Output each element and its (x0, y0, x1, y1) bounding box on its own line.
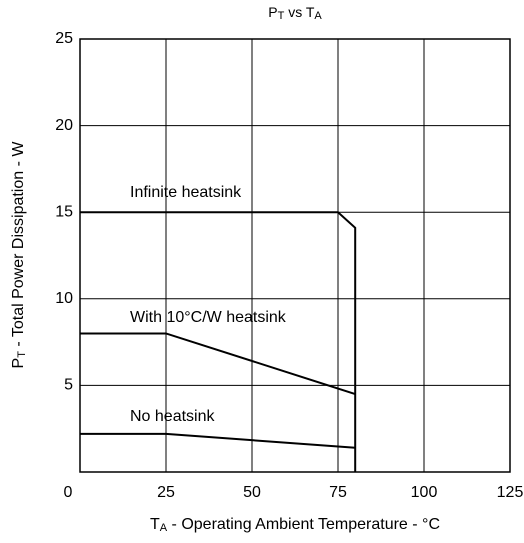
x-tick-label: 100 (411, 484, 438, 501)
plot-frame (79, 38, 511, 473)
x-tick-label: 125 (497, 484, 524, 501)
x-tick-label: 25 (157, 484, 175, 501)
y-tick-label: 15 (55, 203, 73, 220)
y-axis-label: PT - Total Power Dissipation - W (10, 141, 28, 369)
x-axis-label: TA - Operating Ambient Temperature - °C (150, 516, 440, 534)
chart-title: PT vs TA (268, 4, 322, 22)
series-label: No heatsink (130, 408, 215, 425)
chart-title-part: T (278, 10, 285, 22)
x-tick-label: 75 (329, 484, 347, 501)
series-label: Infinite heatsink (130, 184, 242, 201)
y-tick-label: 10 (55, 290, 73, 307)
series-label: With 10°C/W heatsink (130, 309, 287, 326)
y-axis-label-part: T (16, 351, 28, 358)
chart-title-part: P (268, 4, 277, 20)
series-line (80, 211, 357, 472)
x-axis-label-part: T (150, 516, 160, 533)
y-axis-label-part: - Total Power Dissipation - W (10, 141, 27, 351)
x-axis-label-part: A (160, 522, 168, 534)
x-axis-label-part: - Operating Ambient Temperature - °C (167, 516, 440, 533)
y-axis-label-part: P (10, 358, 27, 369)
x-tick-label: 0 (64, 484, 73, 501)
y-tick-label: 5 (64, 377, 73, 394)
x-tick-label: 50 (243, 484, 261, 501)
y-tick-label: 25 (55, 30, 73, 47)
chart-title-part: A (314, 10, 322, 22)
chart-title-part: vs T (284, 4, 315, 20)
series-line (80, 432, 356, 449)
series-line (80, 332, 356, 396)
y-tick-label: 20 (55, 117, 73, 134)
